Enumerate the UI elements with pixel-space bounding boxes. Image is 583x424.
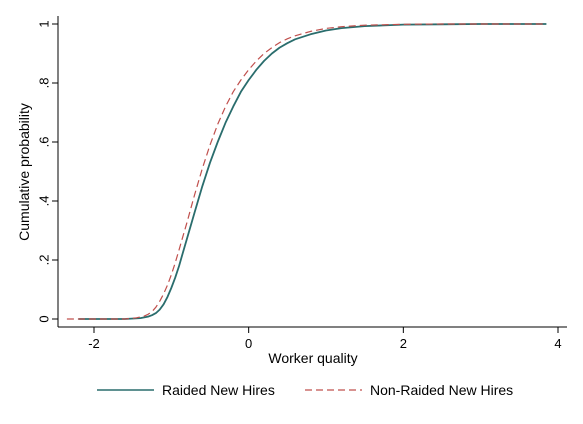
legend: Raided New Hires Non-Raided New Hires [97,382,513,398]
x-tick-label: 2 [400,336,407,351]
y-tick-label: .2 [36,255,51,266]
series-line-raided [78,23,547,320]
y-axis-title: Cumulative probability [16,103,32,241]
y-tick-label: .6 [36,137,51,148]
x-axis-title: Worker quality [268,350,357,366]
y-tick-label: 0 [36,315,51,322]
x-tick-label: -2 [88,336,100,351]
y-tick-label: .8 [36,78,51,89]
x-axis-ticks: -2 0 2 4 [88,327,562,351]
y-axis-ticks: 0 .2 .4 .6 .8 1 [36,20,58,323]
series-line-non-raided [66,23,547,320]
x-tick-label: 4 [554,336,561,351]
legend-label-non-raided: Non-Raided New Hires [370,382,513,398]
x-tick-label: 0 [245,336,252,351]
series-layer [66,23,547,320]
legend-label-raided: Raided New Hires [162,382,275,398]
y-tick-label: .4 [36,196,51,207]
y-tick-label: 1 [36,20,51,27]
